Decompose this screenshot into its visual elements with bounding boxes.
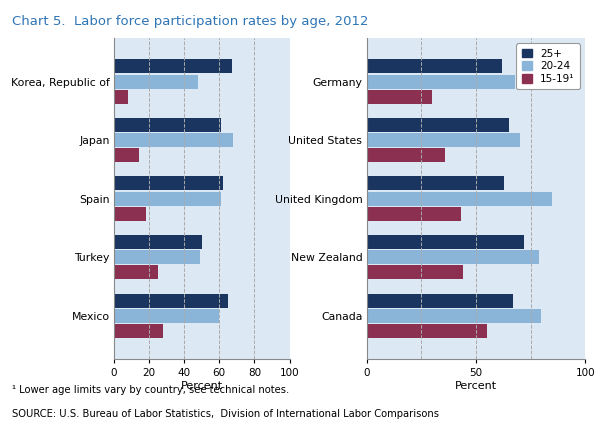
Bar (367, 148, 445, 162)
Bar (114, 266, 158, 280)
Bar (367, 294, 513, 308)
Bar (114, 133, 233, 147)
Text: Chart 5.  Labor force participation rates by age, 2012: Chart 5. Labor force participation rates… (12, 15, 369, 28)
Bar (367, 192, 553, 206)
Bar (114, 192, 221, 206)
Bar (367, 324, 487, 338)
X-axis label: Percent: Percent (455, 381, 497, 391)
Bar (114, 294, 228, 308)
Bar (114, 324, 163, 338)
Bar (367, 133, 520, 147)
Text: ¹ Lower age limits vary by country, see technical notes.: ¹ Lower age limits vary by country, see … (12, 385, 290, 395)
Text: SOURCE: U.S. Bureau of Labor Statistics,  Division of International Labor Compar: SOURCE: U.S. Bureau of Labor Statistics,… (12, 409, 439, 419)
Bar (367, 74, 515, 88)
Bar (114, 90, 128, 104)
Bar (367, 309, 541, 323)
Bar (367, 118, 509, 132)
Bar (114, 309, 219, 323)
X-axis label: Percent: Percent (180, 381, 223, 391)
Bar (114, 176, 223, 190)
Bar (367, 266, 463, 280)
Bar (114, 148, 139, 162)
Bar (367, 60, 502, 74)
Bar (114, 250, 200, 264)
Bar (367, 250, 539, 264)
Bar (367, 207, 461, 221)
Bar (114, 74, 198, 88)
Bar (114, 60, 232, 74)
Bar (367, 176, 505, 190)
Bar (114, 207, 145, 221)
Legend: 25+, 20-24, 15-19¹: 25+, 20-24, 15-19¹ (516, 43, 580, 89)
Bar (367, 90, 432, 104)
Bar (114, 118, 221, 132)
Bar (114, 235, 202, 249)
Bar (367, 235, 524, 249)
